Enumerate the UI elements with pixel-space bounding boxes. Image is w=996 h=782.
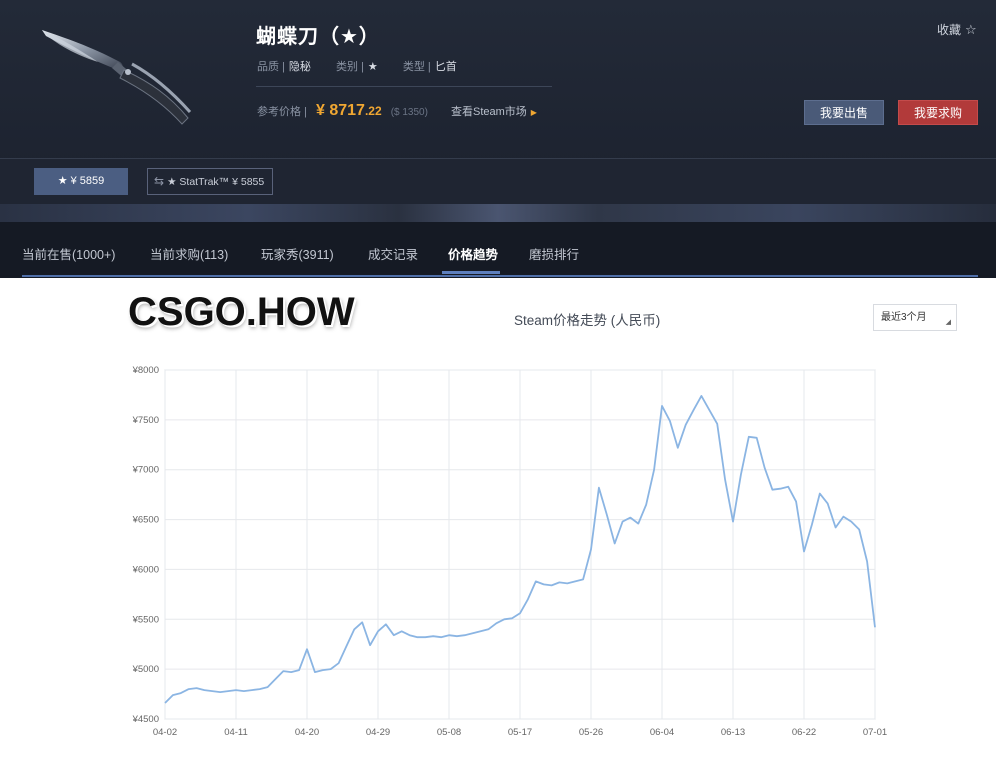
tab-bar [0, 222, 996, 278]
y-tick-label: ¥8000 [132, 365, 159, 376]
variant-bar [0, 159, 996, 204]
tab-trade-records[interactable]: 成交记录 [368, 248, 419, 262]
star-outline-icon: ☆ [965, 22, 977, 37]
reference-price: 参考价格 | ¥ 8717.22 ($ 1350) 查看Steam市场 ▶ [257, 102, 537, 120]
tab-price-trend[interactable]: 价格趋势 [448, 248, 499, 262]
x-tick-label: 04-20 [295, 727, 319, 738]
chevron-right-icon: ▶ [530, 108, 537, 117]
y-tick-label: ¥5000 [132, 664, 159, 675]
y-tick-label: ¥6500 [132, 515, 159, 526]
price-value: ¥ 8717.22 [316, 102, 382, 119]
category-label: 类别 | [335, 61, 364, 73]
tab-player-showcase[interactable]: 玩家秀(3911) [261, 248, 334, 262]
x-tick-label: 05-26 [579, 727, 603, 738]
sell-button[interactable]: 我要出售 [804, 100, 884, 125]
divider [0, 158, 996, 159]
favorite-button[interactable]: 收藏 ☆ [937, 21, 977, 38]
y-tick-label: ¥7000 [132, 465, 159, 476]
type-label: 类型 | [402, 61, 431, 73]
y-tick-label: ¥7500 [132, 415, 159, 426]
y-tick-label: ¥4500 [132, 714, 159, 725]
x-tick-label: 04-29 [366, 727, 390, 738]
x-tick-label: 07-01 [863, 727, 887, 738]
x-tick-label: 05-17 [508, 727, 532, 738]
time-range-value: 最近3个月 [881, 312, 927, 323]
x-tick-label: 06-13 [721, 727, 745, 738]
tab-wear-ranking[interactable]: 磨损排行 [529, 248, 580, 262]
price-symbol: ¥ [315, 102, 325, 119]
chart-title: Steam价格走势 (人民币) [514, 313, 661, 328]
dropdown-caret-icon: ◢ [945, 319, 951, 326]
price-cents: .22 [364, 104, 382, 118]
butterfly-knife-image [42, 30, 192, 125]
tab-buy-orders[interactable]: 当前求购(113) [150, 248, 229, 262]
favorite-label: 收藏 [937, 23, 962, 37]
quality-value: 隐秘 [288, 61, 311, 73]
y-tick-label: ¥5500 [132, 614, 159, 625]
watermark-logo: CSGO.HOW [128, 290, 355, 334]
steam-market-link[interactable]: 查看Steam市场 [451, 106, 527, 118]
x-tick-label: 04-02 [153, 727, 177, 738]
divider [22, 275, 978, 277]
time-range-select[interactable]: 最近3个月 ◢ [873, 304, 957, 331]
x-tick-label: 04-11 [224, 727, 248, 738]
tab-on-sale[interactable]: 当前在售(1000+) [22, 248, 116, 262]
x-tick-label: 06-04 [650, 727, 674, 738]
variant-stattrak-label: ★ StatTrak™ ¥ 5855 [167, 176, 265, 188]
y-tick-label: ¥6000 [132, 564, 159, 575]
x-tick-label: 06-22 [792, 727, 816, 738]
swap-icon: ⇆ [154, 174, 165, 188]
x-tick-label: 05-08 [437, 727, 461, 738]
item-attributes: 品质 | 隐秘 类别 | ★ 类型 | 匕首 [257, 58, 479, 74]
category-value: ★ [367, 61, 378, 73]
variant-normal-button[interactable]: ★ ¥ 5859 [34, 168, 128, 195]
price-int: 8717 [329, 102, 365, 119]
quality-label: 品质 | [257, 61, 285, 73]
variant-stattrak-button[interactable]: ⇆ ★ StatTrak™ ¥ 5855 [147, 168, 273, 195]
buy-button[interactable]: 我要求购 [898, 100, 978, 125]
banner-art [0, 204, 996, 222]
active-tab-indicator [442, 271, 500, 274]
price-series-line [164, 395, 876, 704]
ref-price-label: 参考价格 | [257, 106, 307, 118]
item-title: 蝴蝶刀（★） [256, 26, 380, 48]
divider [256, 86, 552, 87]
type-value: 匕首 [434, 61, 457, 73]
price-usd: ($ 1350) [390, 107, 428, 118]
